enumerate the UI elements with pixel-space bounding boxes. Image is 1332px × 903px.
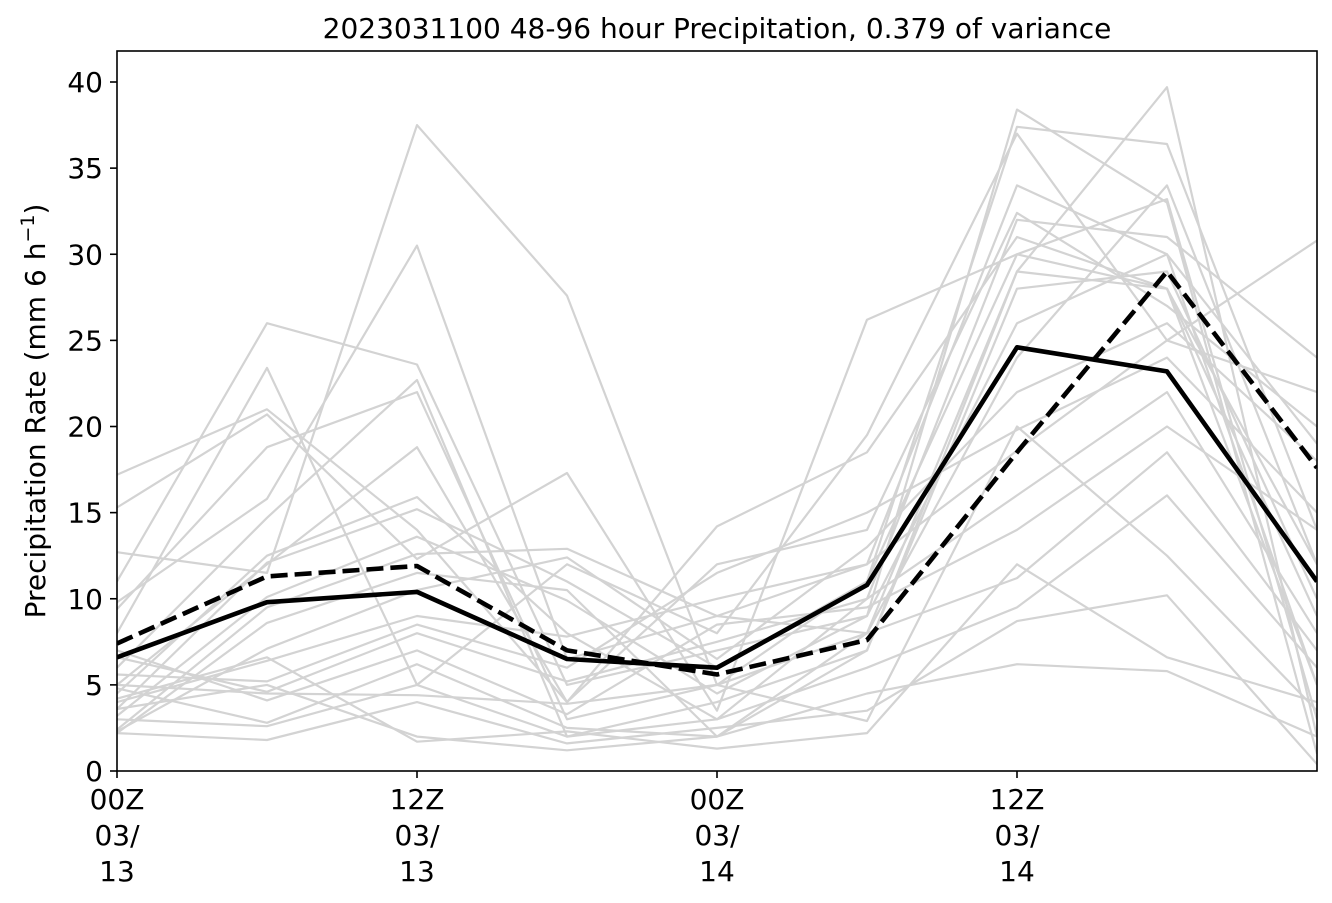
ensemble-member-line [117,322,1317,733]
y-tick-label: 20 [67,411,103,444]
y-tick-label: 25 [67,324,103,357]
ensemble-member-line [117,563,1317,750]
y-tick-label: 15 [67,497,103,530]
solid-series-line [117,345,1317,670]
ensemble-member-line [117,211,1317,704]
y-axis-label: Precipitation Rate (mm 6 h−1) [17,204,52,619]
y-tick-label: 40 [67,66,103,99]
ensemble-member-line [117,132,1317,686]
ensemble-member-line [117,108,1317,755]
ensemble-member-line [117,494,1317,738]
ensemble-member-line [117,594,1317,765]
x-tick-label: 00Z 03/13 [90,783,145,888]
y-axis-label-close: ) [19,204,52,215]
x-tick-label: 00Z 03/14 [690,783,745,888]
ensemble-member-line [117,425,1317,716]
ensemble-member-line [117,356,1317,683]
ensemble-member-line [117,425,1317,723]
y-tick-label: 30 [67,238,103,271]
highlighted-series-lines [117,269,1317,677]
y-tick-label: 5 [85,669,103,702]
x-tick-label: 12Z 03/13 [390,783,445,888]
dashed-series-line [117,269,1317,677]
ensemble-member-line [117,184,1317,731]
ensemble-member-line [117,339,1317,704]
axis-ticks: 0 5 10 15 20 25 30 35 40 00Z 03/13 12Z 03/13 00Z 03/14… [67,66,1044,888]
y-axis-label-text: Precipitation Rate (mm 6 h [19,243,52,619]
ensemble-member-line [117,391,1317,693]
x-tick-label: 12Z 03/14 [990,783,1045,888]
y-tick-label: 0 [85,755,103,788]
y-tick-label: 35 [67,152,103,185]
ensemble-member-line [117,663,1317,752]
chart-title: 2023031100 48-96 hour Precipitation, 0.3… [323,12,1112,45]
y-tick-label: 10 [67,583,103,616]
y-axis-label-unit-exponent: −1 [17,215,39,243]
ensemble-member-line [117,253,1317,717]
